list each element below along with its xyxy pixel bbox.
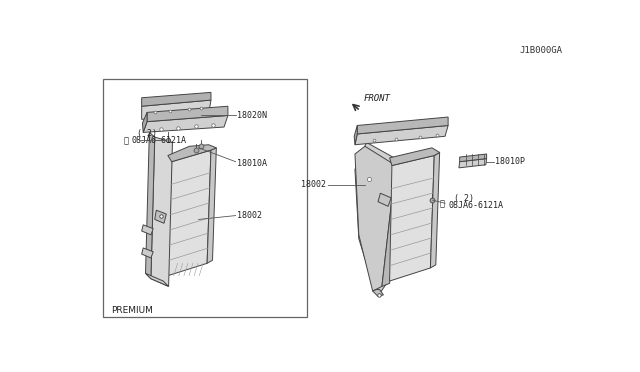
Polygon shape [354, 125, 357, 145]
Polygon shape [141, 100, 211, 119]
Text: PREMIUM: PREMIUM [111, 307, 153, 315]
Polygon shape [155, 210, 166, 223]
Polygon shape [151, 137, 172, 286]
Polygon shape [141, 92, 211, 106]
Polygon shape [145, 273, 168, 286]
Polygon shape [355, 142, 405, 293]
Text: 18002: 18002 [237, 211, 262, 220]
Text: J1B000GA: J1B000GA [520, 46, 563, 55]
Polygon shape [168, 150, 211, 276]
Polygon shape [431, 153, 440, 268]
Text: 18010P: 18010P [495, 157, 525, 166]
Polygon shape [207, 148, 216, 263]
Polygon shape [141, 248, 153, 258]
Polygon shape [355, 146, 396, 291]
Polygon shape [357, 117, 448, 134]
Text: ( 2): ( 2) [137, 129, 157, 138]
Polygon shape [168, 145, 216, 162]
Polygon shape [390, 155, 435, 281]
Text: FRONT: FRONT [364, 94, 390, 103]
Polygon shape [143, 112, 147, 132]
Bar [103, 78, 307, 317]
Text: ( 2): ( 2) [454, 194, 474, 203]
Text: 08JA6-6121A: 08JA6-6121A [132, 137, 187, 145]
Polygon shape [372, 289, 383, 296]
Polygon shape [143, 115, 228, 132]
Text: 08JA6-6121A: 08JA6-6121A [448, 201, 503, 210]
Polygon shape [355, 125, 448, 145]
Text: 18002: 18002 [301, 180, 326, 189]
Polygon shape [141, 225, 153, 235]
Polygon shape [460, 154, 486, 162]
Polygon shape [459, 158, 486, 168]
Text: Ⓑ: Ⓑ [440, 199, 444, 209]
Polygon shape [382, 163, 403, 286]
Text: Ⓑ: Ⓑ [124, 137, 129, 145]
Polygon shape [390, 148, 440, 166]
Polygon shape [145, 132, 155, 279]
Polygon shape [378, 193, 391, 206]
Text: 18020N: 18020N [237, 111, 267, 120]
Polygon shape [147, 106, 228, 122]
Text: 18010A: 18010A [237, 159, 267, 168]
